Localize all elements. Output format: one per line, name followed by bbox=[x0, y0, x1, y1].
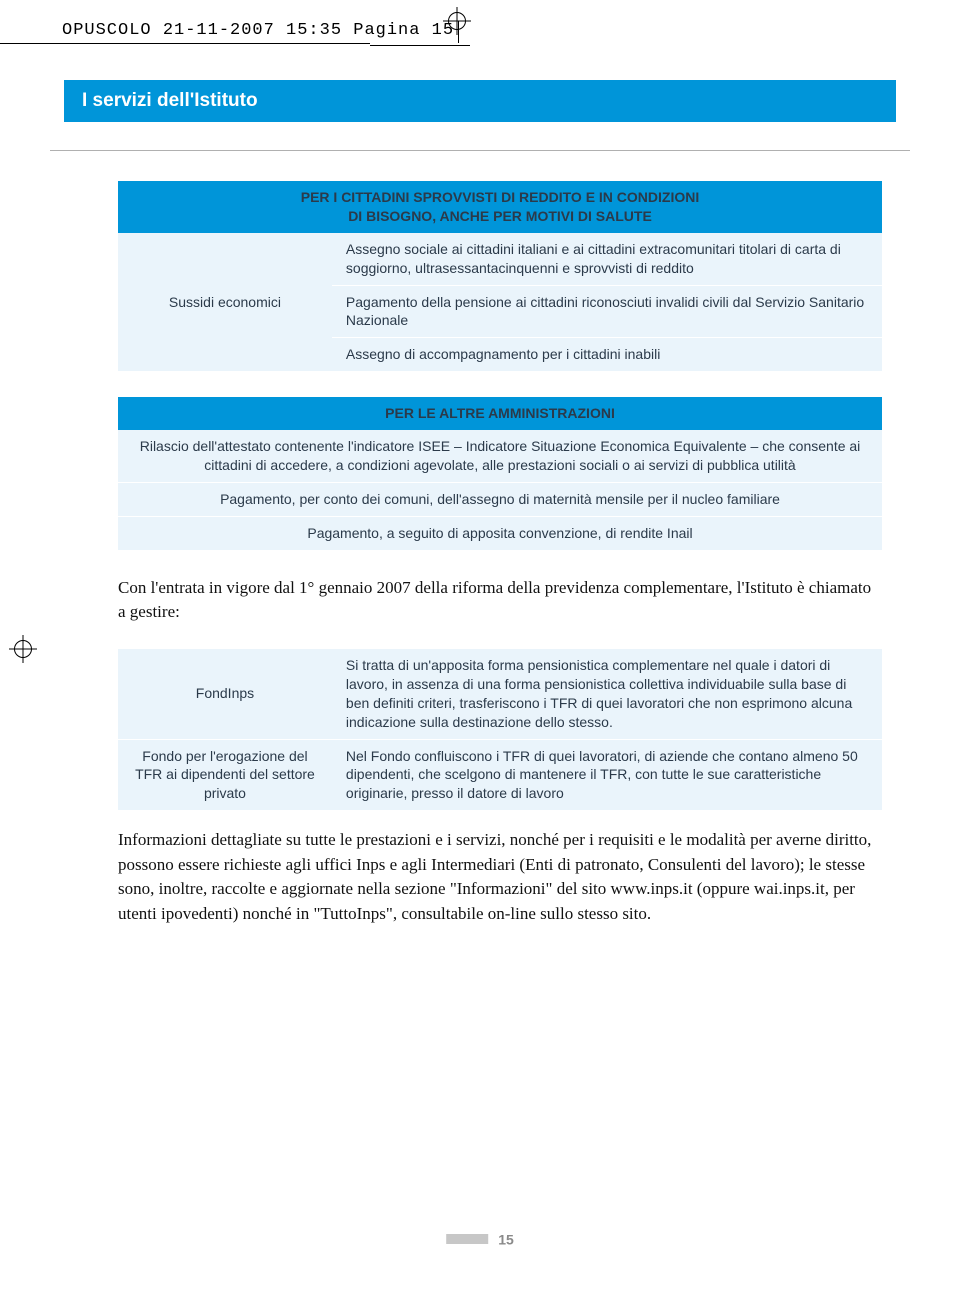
row-text: Assegno sociale ai cittadini italiani e … bbox=[332, 233, 882, 285]
row-text: Pagamento della pensione ai cittadini ri… bbox=[332, 285, 882, 338]
row-text: Si tratta di un'apposita forma pensionis… bbox=[332, 649, 882, 739]
page-number: 15 bbox=[446, 1230, 514, 1248]
print-header: OPUSCOLO 21-11-2007 15:35 Pagina 15 bbox=[62, 21, 454, 40]
header-rule bbox=[370, 45, 470, 46]
page-number-text: 15 bbox=[498, 1231, 514, 1247]
table-amministrazioni: PER LE ALTRE AMMINISTRAZIONI Rilascio de… bbox=[118, 397, 882, 549]
section-banner: I servizi dell'Istituto bbox=[64, 80, 896, 122]
row-label: Fondo per l'erogazione del TFR ai dipend… bbox=[118, 739, 332, 810]
header-rule bbox=[0, 43, 370, 44]
table-fondi: FondInps Si tratta di un'apposita forma … bbox=[118, 649, 882, 810]
table-header: PER LE ALTRE AMMINISTRAZIONI bbox=[118, 397, 882, 430]
section-rule bbox=[50, 150, 910, 151]
page-number-box bbox=[446, 1234, 488, 1244]
row-label: FondInps bbox=[118, 649, 332, 739]
crop-mark-left bbox=[14, 640, 32, 658]
table-header: PER I CITTADINI SPROVVISTI DI REDDITO E … bbox=[118, 181, 882, 233]
table-row: Fondo per l'erogazione del TFR ai dipend… bbox=[118, 739, 882, 810]
table-sussidi: PER I CITTADINI SPROVVISTI DI REDDITO E … bbox=[118, 181, 882, 371]
row-text: Pagamento, per conto dei comuni, dell'as… bbox=[118, 482, 882, 516]
page-content: I servizi dell'Istituto PER I CITTADINI … bbox=[64, 80, 896, 951]
table-row: Rilascio dell'attestato contenente l'ind… bbox=[118, 430, 882, 482]
row-label: Sussidi economici bbox=[118, 233, 332, 371]
crop-line bbox=[0, 0, 50, 1]
row-text: Rilascio dell'attestato contenente l'ind… bbox=[118, 430, 882, 482]
table-row: Sussidi economici Assegno sociale ai cit… bbox=[118, 233, 882, 285]
body-paragraph: Informazioni dettagliate su tutte le pre… bbox=[118, 828, 882, 927]
row-text: Pagamento, a seguito di apposita convenz… bbox=[118, 516, 882, 549]
table-row: Pagamento, per conto dei comuni, dell'as… bbox=[118, 482, 882, 516]
row-text: Nel Fondo confluiscono i TFR di quei lav… bbox=[332, 739, 882, 810]
table-row: Pagamento, a seguito di apposita convenz… bbox=[118, 516, 882, 549]
header-rule bbox=[458, 21, 459, 43]
body-paragraph: Con l'entrata in vigore dal 1° gennaio 2… bbox=[118, 576, 882, 625]
table-row: FondInps Si tratta di un'apposita forma … bbox=[118, 649, 882, 739]
row-text: Assegno di accompagnamento per i cittadi… bbox=[332, 338, 882, 371]
